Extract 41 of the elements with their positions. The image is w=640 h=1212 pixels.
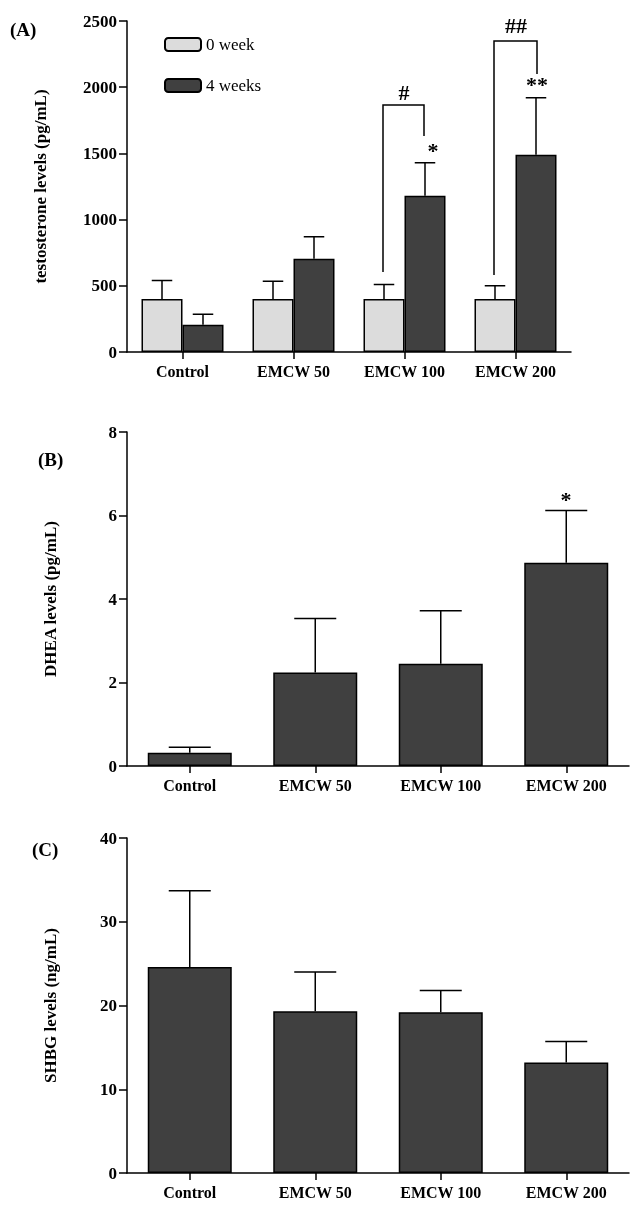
x-tick-label: EMCW 200 <box>525 776 607 794</box>
y-tick-label: 0 <box>108 756 117 776</box>
y-tick-label: 6 <box>108 506 117 525</box>
x-tick-label: EMCW 100 <box>400 1183 482 1201</box>
x-tick-label: EMCW 50 <box>278 1183 352 1201</box>
y-tick-label: 2500 <box>83 11 117 31</box>
text: (B) <box>38 449 64 471</box>
y-axis-title: SHBG levels (ng/mL) <box>41 928 60 1083</box>
text: (C) <box>32 839 59 861</box>
annotation: * <box>560 486 572 512</box>
y-tick-label: 40 <box>100 828 117 848</box>
legend-label: 4 weeks <box>206 76 262 95</box>
y-tick-label: 0 <box>108 342 117 362</box>
x-tick-label: Control <box>155 362 210 380</box>
y-axis-title: DHEA levels (pg/mL) <box>41 521 60 677</box>
text: (A) <box>10 19 37 41</box>
x-tick-label: EMCW 50 <box>256 362 331 380</box>
y-tick-label: 1000 <box>83 210 117 230</box>
y-tick-label: 20 <box>100 996 117 1015</box>
annotation: * <box>427 137 439 163</box>
y-tick-label: 4 <box>108 589 118 609</box>
x-tick-label: EMCW 200 <box>525 1183 607 1201</box>
y-axis-title: testosterone levels (pg/mL) <box>31 89 50 284</box>
x-tick-label: Control <box>163 776 217 794</box>
y-tick-label: 500 <box>91 276 117 296</box>
y-tick-label: 1500 <box>83 143 117 163</box>
y-tick-label: 2 <box>108 673 117 692</box>
x-tick-label: EMCW 200 <box>474 362 557 380</box>
annotation: # <box>398 79 410 105</box>
y-tick-label: 8 <box>108 422 117 442</box>
y-tick-label: 30 <box>100 912 117 932</box>
y-tick-label: 2000 <box>83 77 117 97</box>
legend-label: 0 week <box>206 35 256 54</box>
annotation: ## <box>505 12 527 38</box>
x-tick-label: EMCW 100 <box>363 362 446 380</box>
y-tick-label: 10 <box>100 1079 117 1099</box>
x-tick-label: EMCW 100 <box>400 776 482 794</box>
y-tick-label: 0 <box>108 1163 117 1183</box>
annotation: ** <box>526 71 548 97</box>
x-tick-label: EMCW 50 <box>278 776 352 794</box>
x-tick-label: Control <box>163 1183 217 1201</box>
